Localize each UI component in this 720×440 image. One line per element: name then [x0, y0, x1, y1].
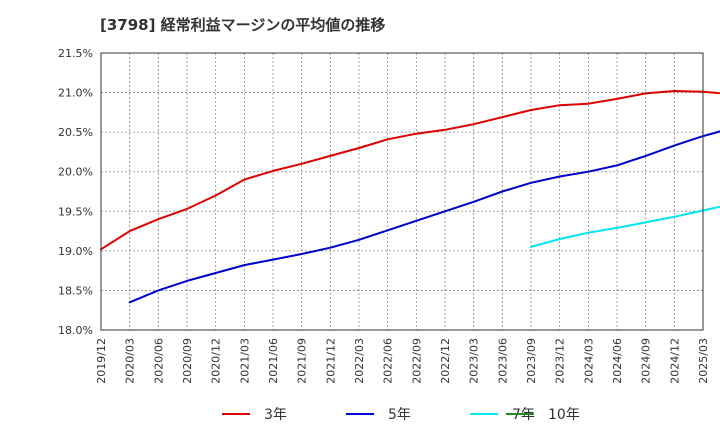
y-tick-label: 18.0%	[58, 324, 93, 337]
x-tick-label: 2020/06	[152, 338, 165, 384]
legend-label: 3年	[264, 407, 287, 423]
x-tick-label: 2023/09	[525, 338, 538, 384]
x-tick-label: 2021/06	[267, 338, 280, 384]
plot-area	[101, 53, 703, 330]
series-lines	[100, 90, 720, 304]
x-tick-label: 2022/12	[439, 338, 452, 384]
y-tick-label: 21.5%	[58, 47, 93, 60]
x-tick-label: 2023/03	[468, 338, 481, 384]
x-tick-label: 2024/09	[640, 338, 653, 384]
x-tick-label: 2025/03	[697, 338, 710, 384]
x-tick-label: 2023/06	[496, 338, 509, 384]
legend-label: 10年	[548, 407, 580, 423]
x-tick-label: 2023/12	[554, 338, 567, 384]
x-tick-label: 2024/12	[668, 338, 681, 384]
y-tick-label: 19.0%	[58, 245, 93, 258]
legend: 3年5年7年10年	[222, 407, 580, 423]
chart-title: [3798] 経常利益マージンの平均値の推移	[100, 16, 386, 34]
series-line-5年	[128, 130, 720, 304]
x-tick-label: 2024/06	[611, 338, 624, 384]
x-tick-label: 2021/03	[238, 338, 251, 384]
x-tick-label: 2019/12	[95, 338, 108, 384]
series-line-3年	[100, 90, 720, 251]
y-tick-label: 19.5%	[58, 205, 93, 218]
y-tick-label: 21.0%	[58, 87, 93, 100]
y-tick-label: 20.0%	[58, 166, 93, 179]
x-tick-label: 2022/03	[353, 338, 366, 384]
y-tick-label: 18.5%	[58, 284, 93, 297]
x-tick-label: 2020/09	[181, 338, 194, 384]
x-tick-label: 2020/12	[210, 338, 223, 384]
x-tick-label: 2022/09	[410, 338, 423, 384]
x-tick-label: 2020/03	[124, 338, 137, 384]
x-tick-label: 2024/03	[582, 338, 595, 384]
y-axis-ticks: 18.0% 18.5% 19.0% 19.5% 20.0% 20.5% 21.0% 21.5%	[58, 47, 93, 337]
x-tick-label: 2021/09	[296, 338, 309, 384]
plot-frame	[100, 52, 704, 331]
y-tick-label: 20.5%	[58, 126, 93, 139]
x-axis-ticks: 2019/12 2020/03 2020/06 2020/09 2020/12 2021/…	[95, 338, 710, 384]
x-tick-label: 2022/06	[382, 338, 395, 384]
legend-label: 5年	[388, 407, 411, 423]
series-line-7年	[530, 205, 720, 248]
x-tick-label: 2021/12	[324, 338, 337, 384]
